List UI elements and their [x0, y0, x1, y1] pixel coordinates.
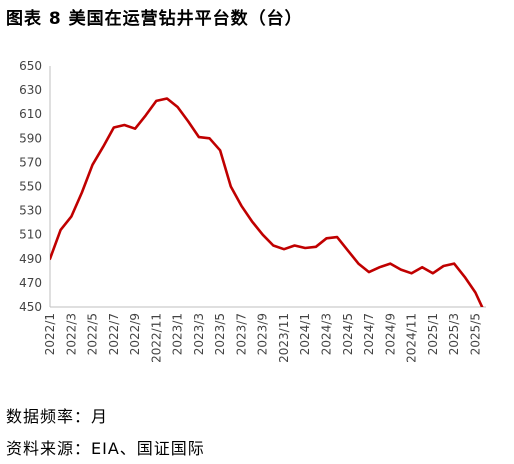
y-tick-label: 590	[19, 131, 42, 145]
x-tick-label: 2024/11	[405, 313, 419, 363]
y-tick-label: 550	[19, 180, 42, 194]
y-tick-label: 530	[19, 204, 42, 218]
x-tick-label: 2023/7	[234, 313, 248, 355]
x-tick-label: 2023/1	[171, 313, 185, 355]
line-chart: 450 470 490 510 530 550 570 590 610 630 650 2022/1…	[19, 59, 486, 363]
x-tick-label: 2024/5	[341, 313, 355, 355]
x-axis: 2022/1 2022/3 2022/5 2022/7 2022/9 2022/11 202…	[43, 306, 486, 363]
y-tick-label: 570	[19, 155, 42, 169]
x-tick-label: 2025/1	[426, 313, 440, 355]
x-tick-label: 2022/9	[128, 313, 142, 355]
y-tick-label: 470	[19, 276, 42, 290]
x-tick-label: 2022/11	[149, 313, 163, 363]
y-axis: 450 470 490 510 530 550 570 590 610 630 650	[19, 59, 51, 314]
x-tick-label: 2023/9	[256, 313, 270, 355]
y-tick-label: 650	[19, 59, 42, 73]
x-tick-label: 2023/11	[277, 313, 291, 363]
series-line-0	[50, 97, 484, 307]
x-tick-label: 2023/5	[213, 313, 227, 355]
x-tick-label: 2024/3	[319, 313, 333, 355]
x-tick-label: 2024/7	[362, 313, 376, 355]
y-tick-label: 630	[19, 83, 42, 97]
y-tick-label: 490	[19, 252, 42, 266]
x-tick-label: 2024/9	[383, 313, 397, 355]
source-note: 资料来源：EIA、国证国际	[6, 439, 205, 458]
frequency-note: 数据频率：月	[6, 407, 109, 426]
x-tick-label: 2022/5	[86, 313, 100, 355]
x-tick-label: 2022/7	[107, 313, 121, 355]
x-tick-label: 2025/5	[468, 313, 482, 355]
y-tick-label: 610	[19, 107, 42, 121]
x-tick-label: 2022/1	[43, 313, 57, 355]
x-tick-label: 2023/3	[192, 313, 206, 355]
chart-title: 图表 8 美国在运营钻井平台数（台）	[6, 9, 303, 29]
plot-area	[50, 97, 484, 307]
x-tick-label: 2025/3	[447, 313, 461, 355]
y-tick-label: 450	[19, 300, 42, 314]
x-tick-label: 2022/3	[64, 313, 78, 355]
y-tick-label: 510	[19, 228, 42, 242]
x-tick-label: 2024/1	[298, 313, 312, 355]
